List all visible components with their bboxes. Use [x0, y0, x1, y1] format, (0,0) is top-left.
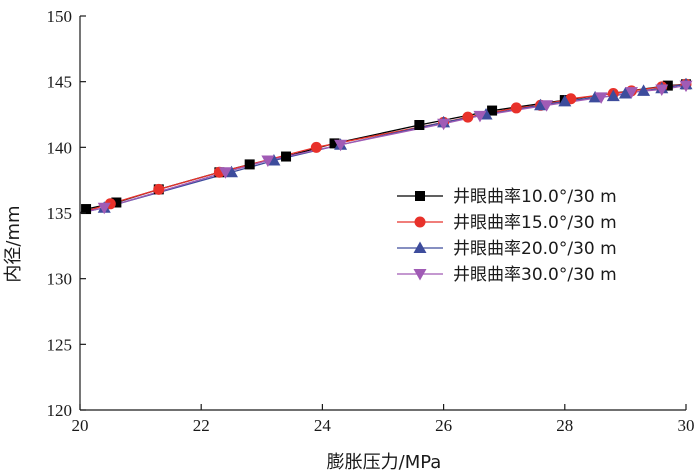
data-point-s4	[594, 92, 608, 104]
y-tick-label: 150	[47, 7, 73, 26]
x-tick-label: 28	[556, 416, 573, 435]
data-point-s4	[334, 139, 348, 152]
data-point-s4	[624, 87, 638, 99]
y-tick-label: 135	[47, 204, 73, 223]
legend-label: 井眼曲率15.0°/30 m	[453, 213, 617, 233]
y-tick-label: 120	[47, 401, 73, 420]
y-tick-label: 145	[47, 73, 73, 92]
y-axis-title: 内径/mm	[3, 205, 24, 282]
x-tick-label: 24	[314, 416, 332, 435]
data-point-s1	[111, 197, 122, 208]
x-axis-title: 膨胀压力/MPa	[327, 452, 442, 473]
data-point-s1	[487, 105, 498, 116]
data-point-s4	[261, 155, 275, 167]
y-tick-label: 125	[47, 335, 73, 354]
data-point-s3	[558, 94, 572, 107]
data-point-s1	[81, 204, 92, 215]
data-point-s3	[534, 98, 548, 111]
data-point-s3	[588, 90, 602, 103]
data-point-s3	[267, 153, 281, 166]
data-point-s4	[218, 167, 232, 179]
data-point-s1	[329, 138, 340, 149]
y-tick-label: 140	[47, 138, 73, 157]
data-point-s2	[153, 183, 165, 195]
legend: 井眼曲率10.0°/30 m 井眼曲率15.0°/30 m 井眼曲率20.0°/30…	[397, 187, 617, 285]
data-point-s2	[310, 141, 322, 153]
ticks: 20 22 24 26 28 30 120 125 130 135 140 145 150	[47, 7, 695, 435]
data-point-s1	[414, 120, 425, 131]
data-point-s2	[462, 111, 474, 123]
data-point-s4	[97, 202, 111, 215]
data-point-s2	[510, 102, 522, 114]
plot-markers	[81, 77, 693, 215]
data-point-s3	[606, 89, 620, 102]
data-point-s3	[637, 84, 651, 96]
data-point-s1	[244, 159, 255, 170]
data-point-s4	[679, 80, 693, 93]
x-tick-label: 22	[193, 416, 210, 435]
legend-label: 井眼曲率10.0°/30 m	[453, 187, 617, 207]
x-tick-label: 20	[72, 416, 89, 435]
legend-marker	[415, 191, 425, 201]
data-point-s1	[281, 151, 292, 162]
data-point-s4	[437, 118, 451, 131]
data-point-s3	[618, 86, 632, 99]
data-point-s3	[225, 165, 238, 178]
y-tick-label: 130	[47, 270, 73, 289]
legend-marker	[413, 241, 427, 253]
legend-label: 井眼曲率30.0°/30 m	[453, 265, 617, 285]
x-tick-label: 26	[435, 416, 452, 435]
data-point-s4	[540, 100, 554, 112]
data-point-s1	[662, 80, 673, 91]
legend-marker	[413, 269, 427, 281]
legend-label: 井眼曲率20.0°/30 m	[453, 239, 617, 259]
data-point-s4	[473, 110, 487, 123]
x-tick-label: 30	[678, 416, 695, 435]
data-point-s4	[655, 84, 669, 97]
legend-marker	[414, 216, 426, 228]
